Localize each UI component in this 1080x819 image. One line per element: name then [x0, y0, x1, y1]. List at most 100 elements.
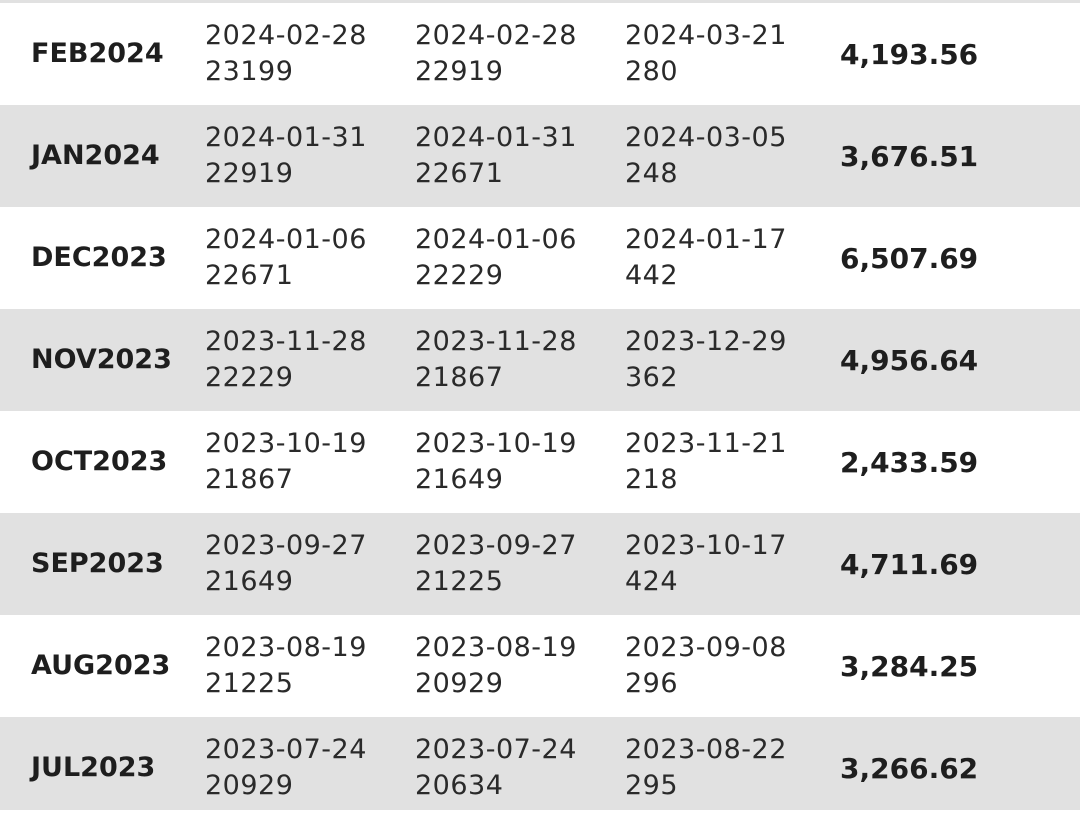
- date-value: 2024-01-31: [205, 122, 367, 153]
- number-value: 424: [625, 566, 679, 597]
- date-value: 2023-09-27: [205, 530, 367, 561]
- table-row[interactable]: SEP2023 2023-09-27 21649 2023-09-27 21225 …: [0, 513, 1080, 615]
- date-value: 2024-01-17: [625, 224, 787, 255]
- due-date-cell: 2024-01-17 442: [625, 207, 787, 309]
- month-label: NOV2023: [31, 344, 172, 375]
- number-value: 20929: [415, 668, 504, 699]
- number-value: 22229: [415, 260, 504, 291]
- month-cell: FEB2024: [31, 3, 164, 105]
- number-value: 442: [625, 260, 679, 291]
- table-row[interactable]: DEC2023 2024-01-06 22671 2024-01-06 22229 …: [0, 207, 1080, 309]
- reading-date-cell: 2024-02-28 23199: [205, 3, 367, 105]
- amount-cell: 3,676.51: [840, 139, 979, 173]
- amount-cell: 3,266.62: [840, 751, 979, 785]
- date-value: 2023-08-22: [625, 734, 787, 765]
- amount-cell: 4,956.64: [840, 343, 979, 377]
- date-value: 2024-01-06: [205, 224, 367, 255]
- previous-date-cell: 2023-09-27 21225: [415, 513, 577, 615]
- reading-date-cell: 2023-10-19 21867: [205, 411, 367, 513]
- month-label: DEC2023: [31, 242, 167, 273]
- date-value: 2023-10-19: [415, 428, 577, 459]
- previous-date-cell: 2023-11-28 21867: [415, 309, 577, 411]
- number-value: 296: [625, 668, 679, 699]
- number-value: 362: [625, 362, 679, 393]
- date-value: 2023-10-17: [625, 530, 787, 561]
- number-value: 20634: [415, 770, 504, 801]
- month-cell: JAN2024: [31, 105, 160, 207]
- reading-date-cell: 2023-11-28 22229: [205, 309, 367, 411]
- previous-date-cell: 2024-01-06 22229: [415, 207, 577, 309]
- due-date-cell: 2024-03-05 248: [625, 105, 787, 207]
- date-value: 2024-03-21: [625, 20, 787, 51]
- previous-date-cell: 2024-01-31 22671: [415, 105, 577, 207]
- reading-date-cell: 2024-01-31 22919: [205, 105, 367, 207]
- date-value: 2023-08-19: [415, 632, 577, 663]
- table-row[interactable]: JAN2024 2024-01-31 22919 2024-01-31 22671 …: [0, 105, 1080, 207]
- table-row[interactable]: NOV2023 2023-11-28 22229 2023-11-28 21867 …: [0, 309, 1080, 411]
- reading-date-cell: 2024-01-06 22671: [205, 207, 367, 309]
- month-label: SEP2023: [31, 548, 164, 579]
- reading-date-cell: 2023-09-27 21649: [205, 513, 367, 615]
- month-label: OCT2023: [31, 446, 168, 477]
- number-value: 21649: [205, 566, 294, 597]
- number-value: 22671: [415, 158, 504, 189]
- date-value: 2023-12-29: [625, 326, 787, 357]
- reading-date-cell: 2023-07-24 20929: [205, 717, 367, 819]
- top-divider: [0, 0, 1080, 3]
- date-value: 2023-09-27: [415, 530, 577, 561]
- date-value: 2023-07-24: [205, 734, 367, 765]
- number-value: 21867: [205, 464, 294, 495]
- date-value: 2023-11-21: [625, 428, 787, 459]
- date-value: 2024-03-05: [625, 122, 787, 153]
- amount-cell: 2,433.59: [840, 445, 979, 479]
- number-value: 295: [625, 770, 679, 801]
- reading-date-cell: 2023-08-19 21225: [205, 615, 367, 717]
- month-label: FEB2024: [31, 38, 164, 69]
- date-value: 2023-10-19: [205, 428, 367, 459]
- date-value: 2024-01-31: [415, 122, 577, 153]
- month-cell: JUL2023: [31, 717, 155, 819]
- number-value: 22919: [205, 158, 294, 189]
- month-cell: DEC2023: [31, 207, 167, 309]
- due-date-cell: 2023-10-17 424: [625, 513, 787, 615]
- date-value: 2024-01-06: [415, 224, 577, 255]
- due-date-cell: 2024-03-21 280: [625, 3, 787, 105]
- table-row[interactable]: AUG2023 2023-08-19 21225 2023-08-19 20929 …: [0, 615, 1080, 717]
- amount-cell: 6,507.69: [840, 241, 979, 275]
- number-value: 22229: [205, 362, 294, 393]
- number-value: 21225: [415, 566, 504, 597]
- amount-cell: 4,193.56: [840, 37, 979, 71]
- number-value: 280: [625, 56, 679, 87]
- number-value: 21649: [415, 464, 504, 495]
- number-value: 21867: [415, 362, 504, 393]
- previous-date-cell: 2023-10-19 21649: [415, 411, 577, 513]
- amount-cell: 4,711.69: [840, 547, 979, 581]
- previous-date-cell: 2024-02-28 22919: [415, 3, 577, 105]
- table-row[interactable]: JUL2023 2023-07-24 20929 2023-07-24 20634 …: [0, 717, 1080, 810]
- month-cell: SEP2023: [31, 513, 164, 615]
- number-value: 20929: [205, 770, 294, 801]
- date-value: 2023-07-24: [415, 734, 577, 765]
- table-row[interactable]: FEB2024 2024-02-28 23199 2024-02-28 22919 …: [0, 3, 1080, 105]
- month-cell: NOV2023: [31, 309, 172, 411]
- previous-date-cell: 2023-08-19 20929: [415, 615, 577, 717]
- date-value: 2024-02-28: [205, 20, 367, 51]
- month-label: JUL2023: [31, 752, 156, 783]
- table-row[interactable]: OCT2023 2023-10-19 21867 2023-10-19 21649 …: [0, 411, 1080, 513]
- number-value: 22919: [415, 56, 504, 87]
- month-label: JAN2024: [31, 140, 160, 171]
- number-value: 23199: [205, 56, 294, 87]
- due-date-cell: 2023-12-29 362: [625, 309, 787, 411]
- number-value: 22671: [205, 260, 294, 291]
- amount-cell: 3,284.25: [840, 649, 979, 683]
- due-date-cell: 2023-09-08 296: [625, 615, 787, 717]
- date-value: 2023-09-08: [625, 632, 787, 663]
- month-cell: OCT2023: [31, 411, 167, 513]
- date-value: 2023-11-28: [205, 326, 367, 357]
- previous-date-cell: 2023-07-24 20634: [415, 717, 577, 819]
- number-value: 248: [625, 158, 679, 189]
- date-value: 2023-08-19: [205, 632, 367, 663]
- number-value: 21225: [205, 668, 294, 699]
- date-value: 2024-02-28: [415, 20, 577, 51]
